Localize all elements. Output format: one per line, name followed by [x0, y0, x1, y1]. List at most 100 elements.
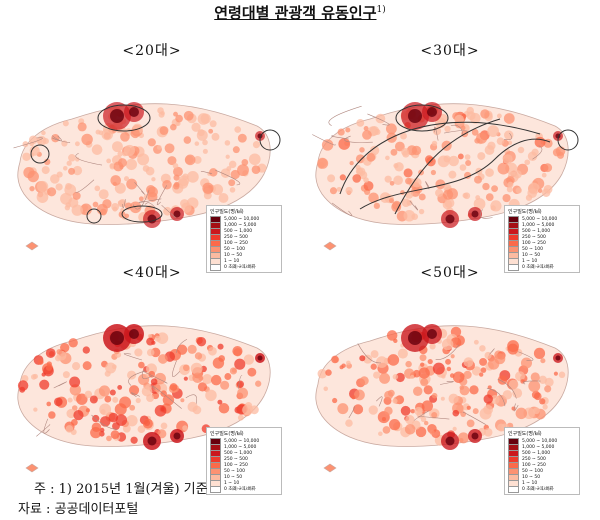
district-boundary: [123, 353, 143, 361]
legend-label: 1,000 ~ 5,000: [224, 222, 257, 228]
density-blob: [425, 155, 434, 164]
density-blob: [36, 180, 49, 193]
density-blob: [183, 376, 188, 381]
density-blob: [212, 184, 224, 196]
density-blob: [46, 401, 52, 407]
scale-text: (0) 20(km): [530, 264, 552, 269]
map-panel-30s: <30대> 인구밀도(명/㎢) 5,000 ~ 10,000 1,000 ~ 5,…: [300, 40, 600, 275]
density-blob: [54, 397, 63, 407]
density-blob: [471, 129, 479, 136]
density-blob: [237, 387, 249, 399]
density-blob: [65, 425, 74, 433]
density-blob: [147, 334, 152, 339]
density-blob: [345, 419, 353, 427]
density-blob: [464, 154, 471, 160]
density-blob: [474, 175, 482, 184]
density-blob: [151, 177, 156, 182]
title-text: 연령대별 관광객 유동인구: [214, 4, 377, 22]
density-blob: [397, 348, 408, 359]
density-blob: [56, 348, 62, 355]
density-blob: [191, 122, 201, 132]
density-blob: [404, 424, 416, 435]
density-blob: [403, 168, 413, 178]
density-blob: [363, 180, 374, 191]
density-blob: [435, 179, 446, 190]
density-blob: [106, 435, 112, 442]
density-blob: [368, 405, 378, 415]
legend-swatch: [508, 263, 519, 271]
density-blob: [172, 162, 179, 169]
density-blob: [241, 159, 249, 166]
density-blob: [413, 386, 423, 396]
density-blob: [164, 143, 175, 154]
density-blob: [317, 368, 328, 379]
highlight-circle: [121, 205, 163, 223]
density-blob: [82, 361, 92, 371]
density-blob: [224, 373, 232, 380]
density-blob: [469, 385, 479, 395]
highlight-circle: [97, 104, 151, 132]
density-blob: [123, 176, 130, 182]
density-blob: [98, 385, 111, 397]
density-blob: [482, 182, 490, 191]
hotspot-core: [129, 329, 139, 339]
hotspot-core: [257, 355, 263, 361]
density-blob: [339, 174, 346, 181]
hotspot-core: [445, 436, 455, 446]
density-blob: [237, 414, 244, 421]
density-blob: [520, 357, 533, 369]
legend-label: 500 ~ 1,000: [224, 228, 253, 234]
density-blob: [337, 403, 349, 415]
density-blob: [508, 379, 519, 390]
density-blob: [359, 376, 369, 386]
density-blob: [17, 380, 29, 391]
density-blob: [349, 160, 354, 166]
density-blob: [389, 180, 395, 186]
district-boundary: [138, 198, 162, 203]
density-blob: [183, 110, 194, 121]
jeju-density-map: [17, 324, 271, 473]
density-blob: [532, 407, 540, 415]
density-blob: [317, 157, 329, 169]
density-blob: [137, 425, 146, 434]
density-blob: [137, 153, 150, 166]
legend-label: 50 ~ 100: [522, 468, 543, 474]
density-blob: [90, 427, 102, 439]
density-blob: [452, 426, 457, 431]
density-blob: [471, 366, 482, 376]
district-boundary: [450, 124, 464, 137]
density-blob: [543, 163, 553, 173]
legend-label: 10 ~ 50: [224, 474, 243, 480]
legend-label: 100 ~ 250: [522, 240, 546, 246]
legend-label: 1 ~ 10: [224, 480, 240, 486]
district-boundary: [532, 145, 543, 160]
density-blob: [345, 186, 353, 195]
density-blob: [341, 363, 346, 368]
district-boundary: [418, 415, 450, 420]
district-boundary: [513, 403, 519, 412]
density-blob: [208, 346, 217, 356]
density-blob: [411, 145, 422, 156]
density-blob: [68, 197, 79, 208]
density-blob: [202, 374, 213, 385]
density-blob: [41, 166, 50, 175]
density-blob: [106, 158, 112, 164]
hotspot-core: [408, 331, 422, 345]
density-blob: [202, 139, 208, 146]
legend-label: 100 ~ 250: [224, 240, 248, 246]
density-blob: [160, 422, 168, 430]
district-boundary: [522, 380, 541, 385]
map-legend: 인구밀도(명/㎢) 5,000 ~ 10,000 1,000 ~ 5,000 500…: [206, 205, 282, 273]
density-blob: [64, 204, 71, 211]
density-blob: [37, 359, 44, 365]
density-blob: [36, 191, 49, 203]
density-blob: [212, 357, 225, 369]
density-blob: [503, 113, 515, 124]
density-blob: [202, 182, 214, 194]
density-blob: [156, 145, 162, 150]
density-blob: [405, 414, 415, 425]
hotspot-core: [427, 329, 437, 339]
density-blob: [147, 191, 158, 202]
density-blob: [117, 385, 123, 390]
density-blob: [148, 370, 156, 378]
